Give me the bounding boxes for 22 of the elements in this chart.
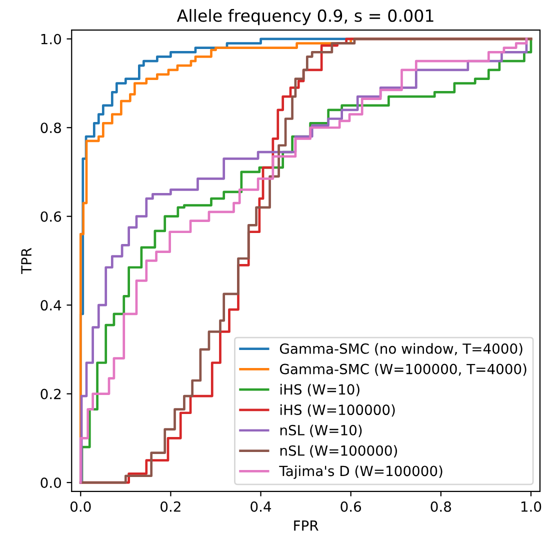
x-tick-label: 0.2 — [160, 501, 180, 512]
legend-label: nSL (W=10) — [280, 424, 362, 438]
legend-label: Gamma-SMC (no window, T=4000) — [280, 343, 522, 356]
y-tick-label: 0.4 — [40, 300, 62, 311]
legend-label: iHS (W=100000) — [280, 404, 395, 417]
legend-label: Tajima's D (W=100000) — [279, 465, 442, 479]
legend-label: iHS (W=10) — [280, 384, 360, 396]
y-axis-title: TPR — [21, 248, 32, 274]
x-tick-label: 0.4 — [250, 501, 272, 512]
x-tick-label: 0.0 — [70, 501, 91, 512]
x-tick-label: 0.6 — [340, 501, 362, 512]
y-tick-label: 0.6 — [40, 211, 62, 222]
x-axis-title: FPR — [294, 520, 318, 531]
x-tick-label: 1.0 — [521, 501, 542, 512]
legend-label: nSL (W=100000) — [280, 445, 397, 458]
y-tick-label: 0.8 — [40, 122, 61, 134]
legend-label: Gamma-SMC (W=100000, T=4000) — [280, 364, 526, 376]
y-tick-label: 0.0 — [40, 477, 61, 488]
x-tick-label: 0.8 — [430, 501, 451, 512]
chart-title: Allele frequency 0.9, s = 0.001 — [176, 9, 434, 26]
y-tick-label: 0.2 — [40, 388, 61, 400]
y-tick-label: 1.0 — [41, 34, 61, 44]
